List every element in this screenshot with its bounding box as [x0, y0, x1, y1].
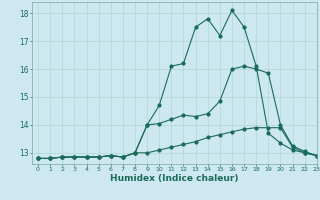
X-axis label: Humidex (Indice chaleur): Humidex (Indice chaleur)	[110, 174, 239, 183]
